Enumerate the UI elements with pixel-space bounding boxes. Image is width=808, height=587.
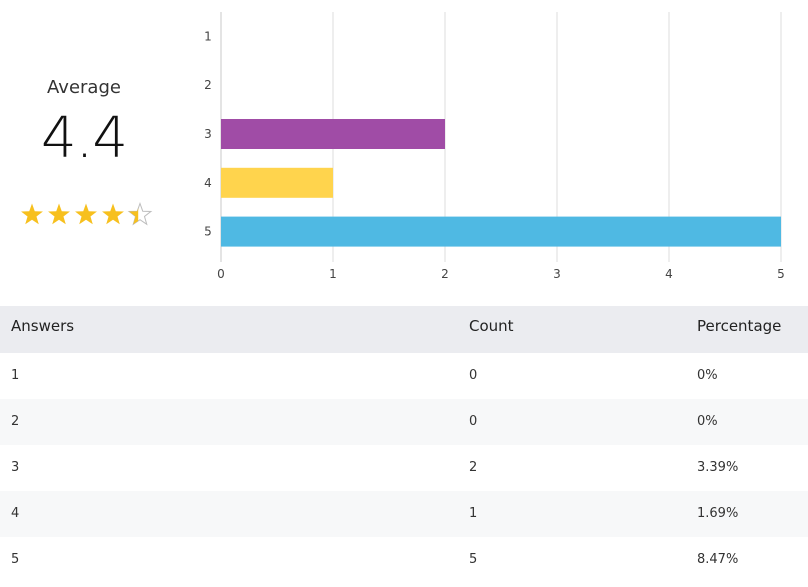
table-row: 4 1 1.69%	[0, 491, 808, 537]
percentage-cell: 0%	[697, 414, 718, 429]
rating-bar-chart: 0 1 2 3 4 5 1 2 3 4 5	[195, 8, 795, 298]
percentage-cell: 0%	[697, 368, 718, 383]
percentage-cell: 1.69%	[697, 506, 739, 521]
header-answers: Answers	[11, 317, 75, 335]
percentage-cell: 3.39%	[697, 460, 739, 475]
table-header-row: Answers Count Percentage	[0, 306, 808, 353]
x-tick-label: 2	[441, 267, 449, 281]
average-label: Average	[47, 77, 121, 98]
star-full-icon	[21, 203, 43, 225]
rating-summary: Average 4.4	[0, 0, 170, 300]
answers-table: Answers Count Percentage 1 0 0% 2 0 0% 3…	[0, 306, 808, 583]
answer-cell: 4	[11, 506, 20, 521]
table-row: 1 0 0%	[0, 353, 808, 399]
answer-cell: 1	[11, 368, 20, 383]
y-tick-label: 1	[204, 29, 212, 43]
header-percentage: Percentage	[697, 317, 782, 335]
count-cell: 0	[469, 414, 478, 429]
answer-cell: 3	[11, 460, 20, 475]
answer-cell: 5	[11, 552, 20, 567]
count-cell: 0	[469, 368, 478, 383]
y-tick-label: 2	[204, 78, 212, 92]
x-tick-label: 4	[665, 267, 673, 281]
average-value: 4.4	[40, 106, 128, 171]
count-cell: 1	[469, 506, 478, 521]
percentage-cell: 8.47%	[697, 552, 739, 567]
table-row: 3 2 3.39%	[0, 445, 808, 491]
table-row: 5 5 8.47%	[0, 537, 808, 583]
x-tick-label: 5	[777, 267, 785, 281]
header-count: Count	[469, 317, 514, 335]
star-half-icon	[129, 208, 139, 225]
x-tick-label: 1	[329, 267, 337, 281]
bar-5	[221, 216, 781, 247]
y-tick-label: 4	[204, 176, 212, 190]
table-row: 2 0 0%	[0, 399, 808, 445]
x-tick-label: 3	[553, 267, 561, 281]
star-rating	[21, 202, 153, 226]
answer-cell: 2	[11, 414, 20, 429]
y-tick-label: 3	[204, 127, 212, 141]
bar-3	[221, 119, 445, 149]
star-full-icon	[102, 203, 124, 225]
bar-4	[221, 167, 333, 198]
x-tick-label: 0	[217, 267, 225, 281]
count-cell: 5	[469, 552, 478, 567]
count-cell: 2	[469, 460, 478, 475]
y-tick-label: 5	[204, 225, 212, 239]
star-full-icon	[48, 203, 70, 225]
star-full-icon	[75, 203, 97, 225]
